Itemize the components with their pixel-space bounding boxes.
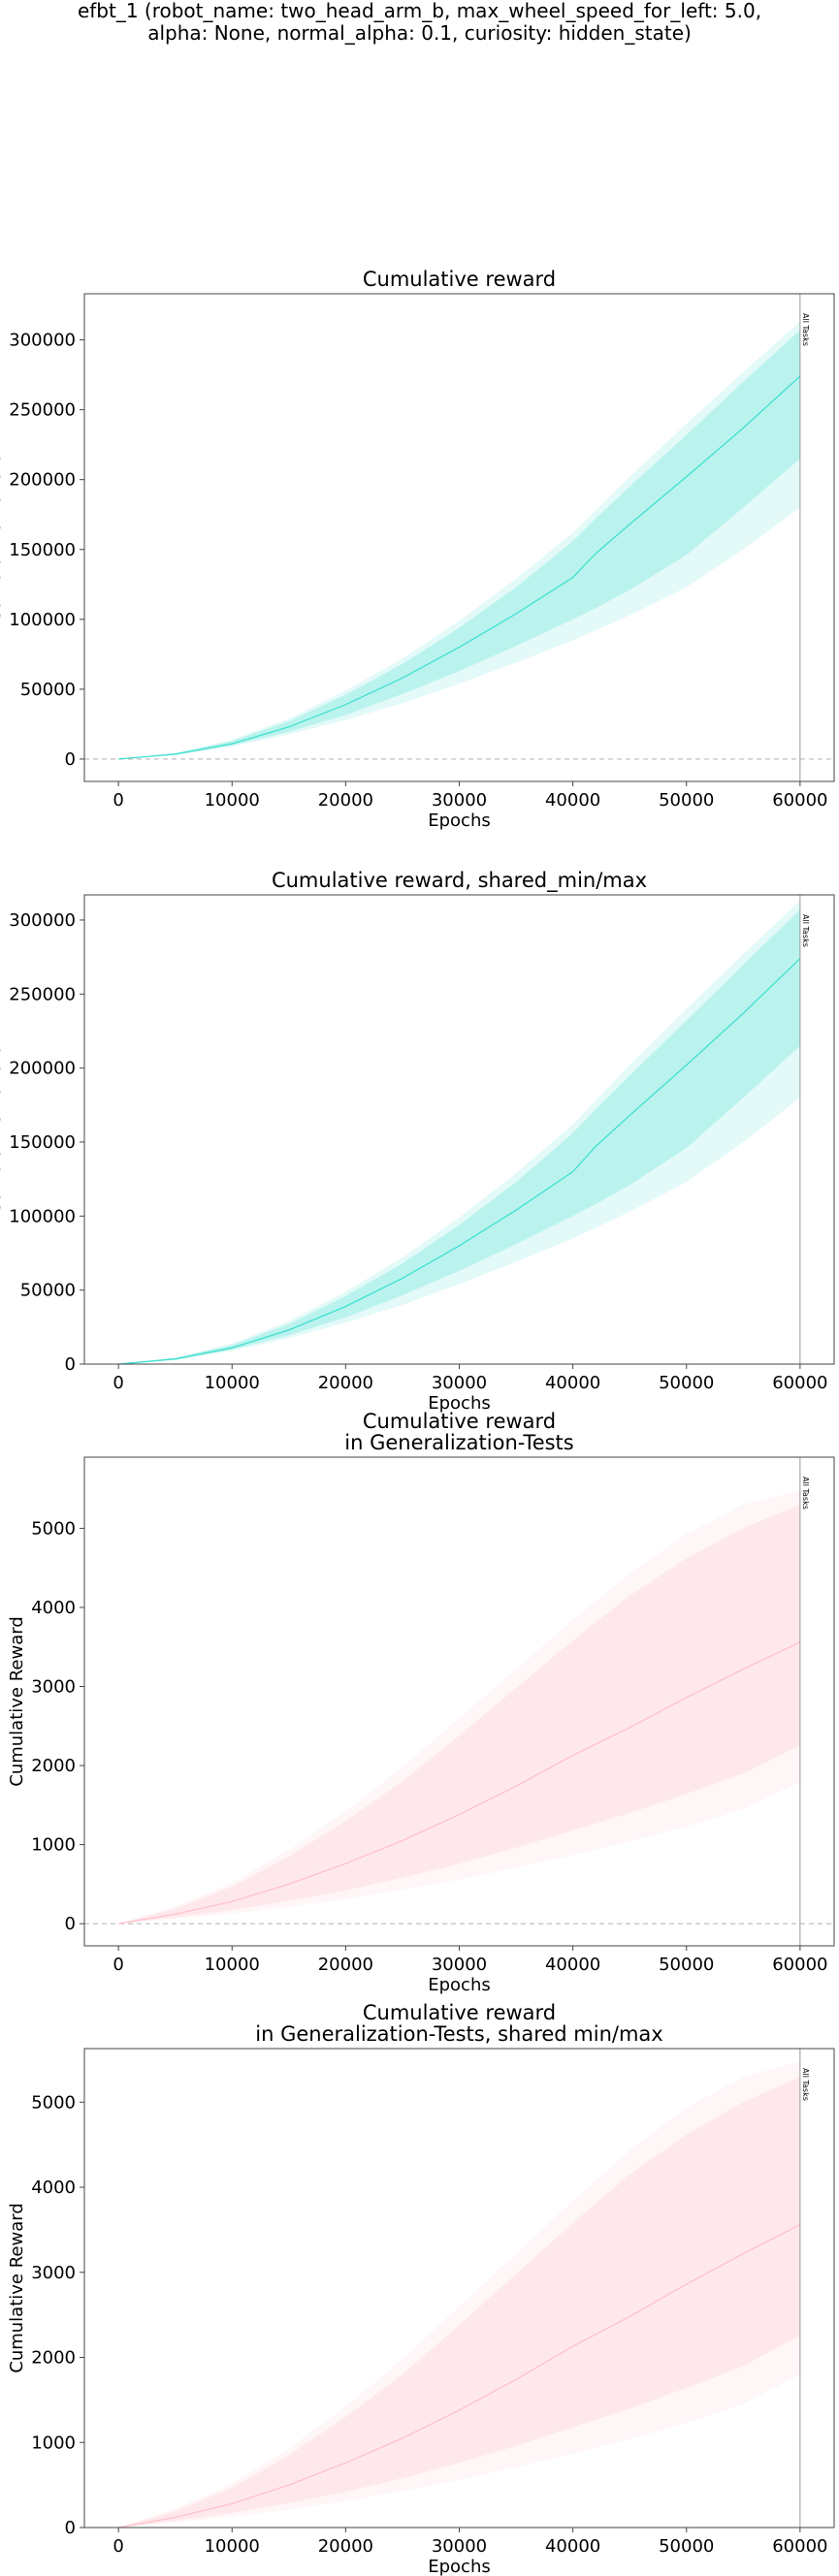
x-tick-label: 0 — [113, 2536, 123, 2557]
y-tick-label: 250000 — [9, 984, 76, 1004]
x-tick-label: 50000 — [659, 1955, 714, 1975]
x-tick-label: 0 — [113, 1955, 123, 1975]
y-tick-label: 50000 — [20, 1281, 76, 1301]
std-band — [118, 2077, 800, 2528]
x-tick-label: 50000 — [659, 790, 714, 811]
x-tick-label: 0 — [113, 790, 123, 811]
x-tick-label: 40000 — [545, 1373, 600, 1393]
mean-line — [117, 2224, 801, 2528]
chart-title: in Generalization-Tests — [344, 1431, 573, 1454]
y-tick-label: 2000 — [31, 2348, 76, 2369]
y-tick-label: 0 — [65, 2518, 76, 2538]
std-band — [118, 330, 800, 759]
x-tick-label: 50000 — [659, 1373, 714, 1393]
y-tick-label: 2000 — [31, 1756, 76, 1776]
x-axis-label: Epochs — [428, 1393, 491, 1414]
y-tick-label: 3000 — [31, 2263, 76, 2283]
y-tick-label: 1000 — [31, 2433, 76, 2453]
y-axis-label: Cumulative Reward — [0, 1044, 5, 1215]
x-tick-label: 20000 — [318, 1955, 373, 1975]
x-tick-label: 30000 — [432, 1373, 487, 1393]
y-tick-label: 150000 — [9, 540, 76, 560]
y-tick-label: 200000 — [9, 470, 76, 491]
chart-title: Cumulative reward, shared_min/max — [272, 869, 647, 893]
mean-line — [118, 375, 801, 760]
chart-title: Cumulative reward — [363, 268, 556, 291]
x-tick-label: 20000 — [318, 790, 373, 811]
x-tick-label: 10000 — [205, 2536, 260, 2557]
figure-title: efbt_1 (robot_name: two_head_arm_b, max_… — [0, 0, 839, 45]
y-tick-label: 0 — [65, 1914, 76, 1934]
y-tick-label: 100000 — [9, 610, 76, 630]
y-tick-label: 4000 — [31, 1598, 76, 1618]
x-tick-label: 20000 — [318, 2536, 373, 2557]
y-tick-label: 3000 — [31, 1677, 76, 1698]
x-tick-label: 60000 — [772, 1955, 827, 1975]
y-tick-label: 100000 — [9, 1206, 76, 1226]
x-tick-label: 20000 — [318, 1373, 373, 1393]
x-tick-label: 0 — [113, 1373, 123, 1393]
y-tick-label: 0 — [65, 749, 76, 770]
y-tick-label: 5000 — [31, 1518, 76, 1539]
figure-title-line: alpha: None, normal_alpha: 0.1, curiosit… — [147, 21, 692, 45]
x-tick-label: 40000 — [545, 2536, 600, 2557]
y-axis-label: Cumulative Reward — [0, 453, 5, 623]
x-axis-label: Epochs — [428, 1975, 491, 1995]
x-tick-label: 30000 — [432, 2536, 487, 2557]
chart-title: Cumulative reward — [363, 2001, 556, 2024]
min-max-band — [118, 901, 800, 1364]
y-tick-label: 250000 — [9, 400, 76, 421]
x-tick-label: 30000 — [432, 790, 487, 811]
y-tick-label: 5000 — [31, 2092, 76, 2113]
cumulative-reward-shared-chart: Cumulative reward, shared_min/max All Tas… — [0, 869, 835, 1414]
y-tick-label: 50000 — [20, 680, 76, 700]
x-axis-label: Epochs — [428, 2557, 491, 2576]
cumulative-reward-chart: Cumulative reward All Tasks 0 10000 20000 300… — [0, 268, 835, 831]
x-tick-label: 50000 — [659, 2536, 714, 2557]
x-tick-label: 10000 — [205, 1373, 260, 1393]
y-tick-label: 1000 — [31, 1835, 76, 1856]
std-band — [118, 1504, 800, 1924]
chart-title: in Generalization-Tests, shared min/max — [255, 2022, 662, 2046]
x-tick-label: 60000 — [772, 2536, 827, 2557]
chart-title: Cumulative reward — [363, 1410, 556, 1433]
y-axis-label: Cumulative Reward — [7, 1616, 27, 1787]
x-tick-label: 40000 — [545, 1955, 600, 1975]
std-band — [118, 909, 800, 1364]
x-tick-label: 60000 — [772, 1373, 827, 1393]
all-tasks-label: All Tasks — [801, 1477, 810, 1510]
all-tasks-label: All Tasks — [801, 2068, 810, 2101]
y-tick-label: 300000 — [9, 910, 76, 931]
x-tick-label: 60000 — [772, 790, 827, 811]
min-max-band — [118, 2061, 800, 2528]
min-max-band — [118, 1490, 800, 1924]
y-tick-label: 300000 — [9, 331, 76, 351]
x-tick-label: 10000 — [205, 790, 260, 811]
y-axis-label: Cumulative Reward — [7, 2203, 27, 2373]
y-tick-label: 0 — [65, 1354, 76, 1375]
mean-line — [117, 1641, 801, 1924]
min-max-band — [118, 321, 800, 759]
x-axis-label: Epochs — [428, 811, 491, 831]
y-tick-label: 200000 — [9, 1059, 76, 1079]
figure-title-line: efbt_1 (robot_name: two_head_arm_b, max_… — [77, 0, 762, 22]
all-tasks-label: All Tasks — [801, 313, 810, 346]
y-tick-label: 150000 — [9, 1132, 76, 1153]
all-tasks-label: All Tasks — [801, 914, 810, 947]
x-tick-label: 30000 — [432, 1955, 487, 1975]
x-tick-label: 10000 — [205, 1955, 260, 1975]
y-tick-label: 4000 — [31, 2178, 76, 2198]
mean-line — [118, 958, 801, 1365]
x-tick-label: 40000 — [545, 790, 600, 811]
